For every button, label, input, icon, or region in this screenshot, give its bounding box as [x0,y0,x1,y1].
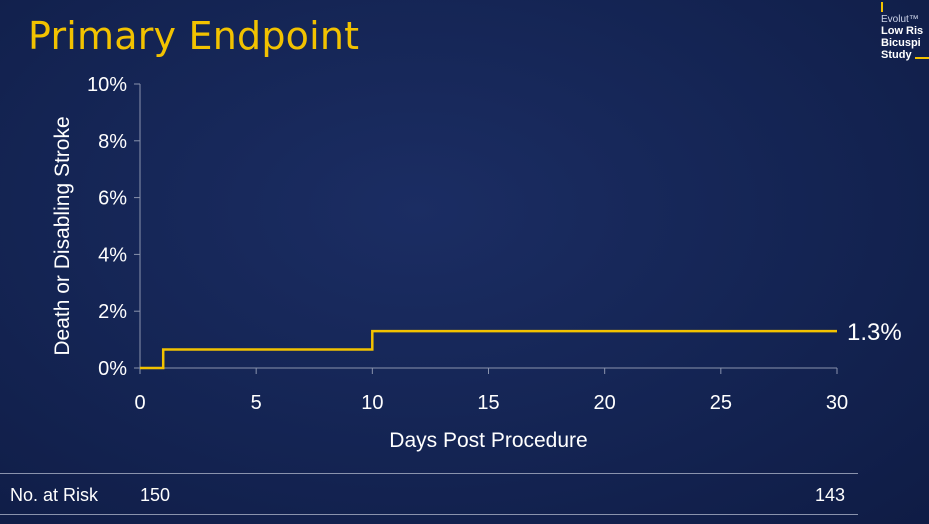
logo-accent-bar [881,2,883,12]
logo-underline [915,57,929,59]
risk-value-day-30: 143 [815,485,846,505]
km-curve-series-0 [140,329,837,370]
y-tick-label: 4% [98,244,127,266]
y-tick-label: 2% [98,301,127,323]
y-tick-label: 6% [98,188,127,210]
study-logo: Evolut™ Low Ris Bicuspi Study [873,2,929,66]
logo-line-4: Study [881,49,912,61]
x-tick-label: 5 [251,392,262,414]
y-tick-label: 10% [87,74,127,96]
logo-line-3: Bicuspi [881,37,921,49]
x-tick-label: 25 [710,392,732,414]
y-tick-label: 0% [98,358,127,380]
series-end-value-label: 1.3% [847,319,902,346]
logo-line-1: Evolut™ [881,14,919,25]
y-tick-label: 8% [98,131,127,153]
risk-table-label: No. at Risk [10,485,99,505]
x-tick-label: 10 [361,392,383,414]
x-tick-label: 20 [594,392,616,414]
slide-title: Primary Endpoint [28,14,360,58]
logo-line-2: Low Ris [881,25,924,37]
x-axis-label: Days Post Procedure [389,429,587,452]
risk-value-day-0: 150 [140,485,171,505]
y-axis-label: Death or Disabling Stroke [51,116,74,355]
risk-table-top-rule [0,473,858,474]
risk-table-bottom-rule [0,514,858,515]
km-chart: 0% 2% 4% 6% 8% 10% 0 5 10 15 20 25 30 Days Post Proce… [51,74,902,452]
x-tick-label: 0 [134,392,145,414]
x-tick-label: 30 [826,392,848,414]
x-tick-label: 15 [477,392,499,414]
